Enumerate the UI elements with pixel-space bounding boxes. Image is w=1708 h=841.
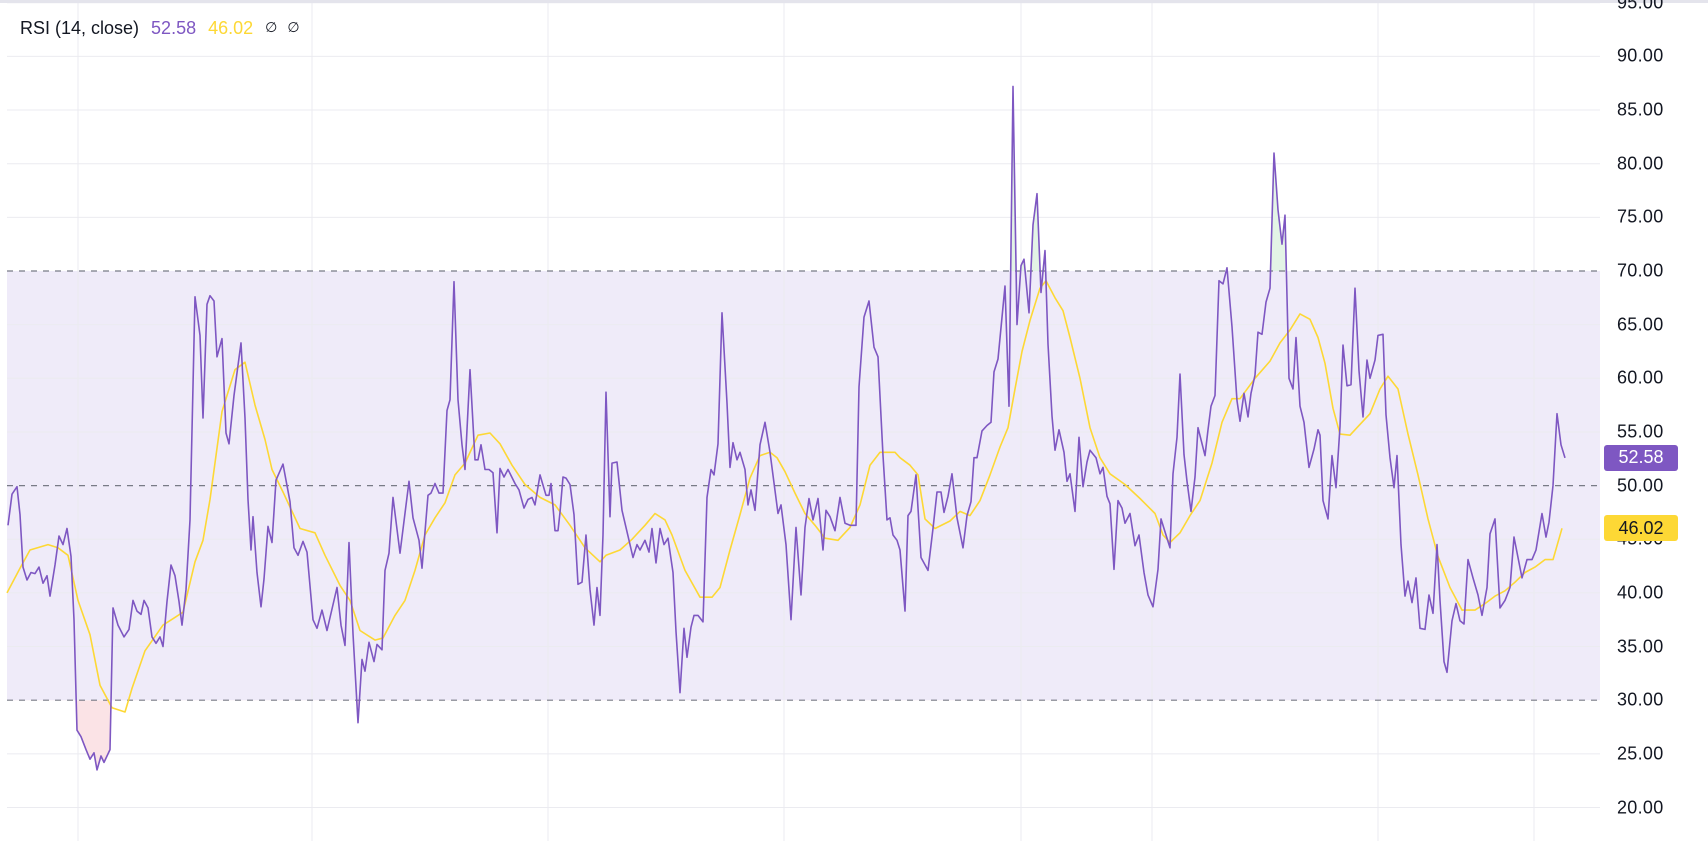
price-scale-label: 90.00 (1617, 45, 1664, 66)
price-scale-label: 30.00 (1617, 689, 1664, 710)
price-scale-label: 80.00 (1617, 153, 1664, 174)
rsi-last-value-badge: 52.58 (1604, 444, 1678, 471)
signal-last-value-badge: 46.02 (1604, 515, 1678, 542)
price-scale-label: 50.00 (1617, 475, 1664, 496)
price-scale-label: 85.00 (1617, 99, 1664, 120)
price-scale-label: 55.00 (1617, 421, 1664, 442)
empty-set-icon: ∅ (265, 20, 278, 36)
rsi-value: 52.58 (151, 17, 197, 38)
rsi-ma-line (6, 279, 1563, 713)
indicator-title[interactable]: RSI (14, close) (20, 17, 140, 38)
price-scale-label: 40.00 (1617, 582, 1664, 603)
price-scale-label: 35.00 (1617, 636, 1664, 657)
price-scale-label: 65.00 (1617, 314, 1664, 335)
empty-set-icon: ∅ (287, 20, 300, 36)
indicator-legend[interactable]: RSI (14, close) 52.58 46.02 ∅ ∅ (20, 16, 310, 40)
price-scale-label: 95.00 (1617, 0, 1664, 13)
price-scale-label: 70.00 (1617, 260, 1664, 281)
pane-separator[interactable] (0, 0, 1708, 3)
price-scale-label: 60.00 (1617, 367, 1664, 388)
rsi-line (7, 85, 1566, 771)
price-scale-label: 25.00 (1617, 743, 1664, 764)
price-scale-label: 20.00 (1617, 797, 1664, 817)
signal-value: 46.02 (208, 17, 254, 38)
price-scale-label: 75.00 (1617, 206, 1664, 227)
